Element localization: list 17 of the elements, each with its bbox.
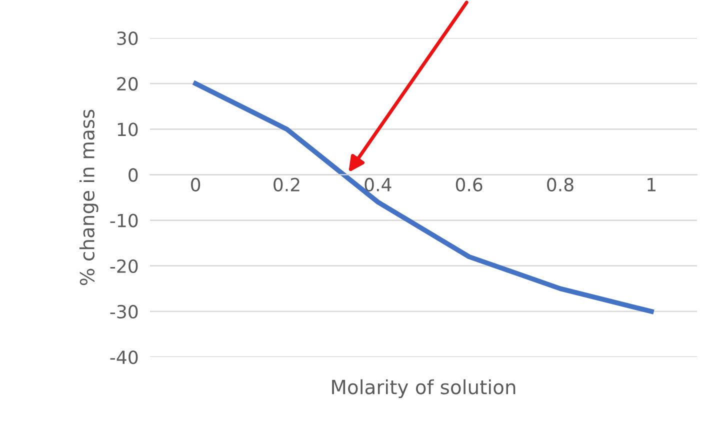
x-tick-label: 0.6 — [456, 178, 482, 192]
y-tick-label: -40 — [110, 350, 138, 364]
y-tick-label: 0 — [128, 168, 138, 182]
y-axis-title: % change in mass — [79, 110, 98, 286]
x-tick-label: 0.8 — [547, 178, 574, 192]
x-axis-title: Molarity of solution — [332, 379, 516, 398]
line-series — [193, 81, 654, 314]
y-tick-label: -30 — [110, 304, 138, 319]
x-tick-label: 0.2 — [274, 178, 300, 192]
x-tick-label: 1 — [648, 178, 656, 192]
y-tick-label: 10 — [118, 122, 138, 136]
y-tick-label: 20 — [117, 77, 138, 91]
y-tick-label: -20 — [110, 259, 138, 273]
y-tick-label: -10 — [110, 214, 138, 228]
x-tick-label: 0 — [191, 178, 200, 192]
x-tick-label: 0.4 — [364, 178, 392, 192]
y-tick-label: 30 — [117, 31, 138, 46]
